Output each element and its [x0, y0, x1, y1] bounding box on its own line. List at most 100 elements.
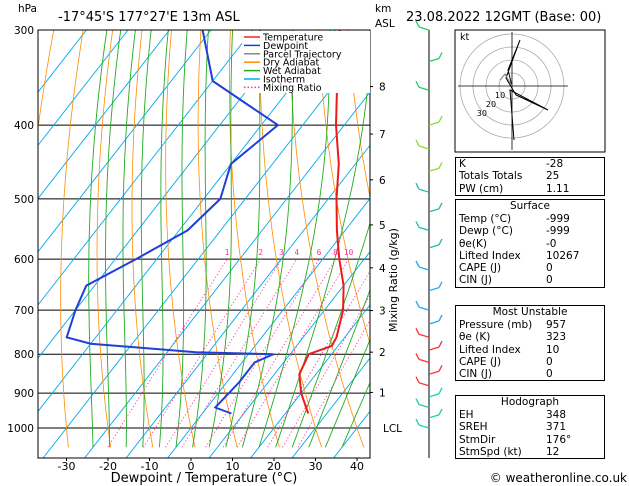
wind-barb-flag [438, 115, 443, 123]
copyright-footer: © weatheronline.co.uk [490, 471, 627, 485]
stat-row: CAPE (J) 0 [456, 356, 604, 368]
mixing-ratio-label: 1 [225, 248, 230, 257]
hodograph-ring-label: 20 [486, 100, 496, 109]
stat-row: PW (cm) 1.11 [456, 183, 604, 195]
stat-label: CAPE (J) [459, 262, 502, 275]
stat-value: -0 [546, 237, 557, 250]
wind-barb [418, 306, 430, 311]
wind-barb-flag [438, 387, 443, 395]
stat-value: 348 [546, 409, 567, 421]
mixing-ratio-label: 25 [400, 248, 410, 257]
hpa-label: hPa [18, 3, 37, 15]
wind-barb-flag [438, 202, 443, 210]
indices-box: K -28 Totals Totals 25 PW (cm) 1.11 [455, 157, 605, 196]
isotherm--10 [125, 144, 370, 458]
wind-barb-flag [415, 80, 420, 88]
isotherm--60 [38, 30, 253, 306]
dewpoint-line [65, 30, 280, 415]
grid-layer: 1 2 3 4 6 8 10 16 20 25 [38, 30, 410, 458]
isotherm--40 [38, 30, 336, 413]
stat-value: 10267 [546, 249, 580, 262]
height-tick-label: 2 [379, 347, 386, 359]
height-tick-label: 3 [379, 306, 386, 318]
stat-row: CIN (J) 0 [456, 274, 604, 286]
temperature-tick-label: -20 [99, 460, 117, 473]
legend-background [242, 31, 370, 93]
stat-label: Lifted Index [459, 343, 521, 356]
isotherm--20 [84, 91, 370, 458]
height-tick-label: 6 [379, 175, 386, 187]
legend-entry: Dry Adiabat [263, 58, 320, 69]
dry-adiabat-30 [259, 30, 322, 448]
legend-entry: Isotherm [263, 75, 305, 86]
legend-entry: Wet Adiabat [263, 66, 321, 77]
stat-label: CIN (J) [459, 368, 492, 381]
mixing-ratio-line-4 [181, 258, 298, 448]
wind-barb-flag [438, 281, 443, 288]
dry-adiabat-40 [288, 30, 365, 448]
stat-value: 1.11 [546, 182, 570, 195]
wind-barb [428, 208, 440, 213]
dry-adiabat-0 [165, 30, 196, 448]
wind-barb-flag [415, 221, 420, 228]
stat-row: Pressure (mb) 957 [456, 319, 604, 331]
wet-adiabat-4 [192, 30, 209, 448]
legend-entry: Mixing Ratio [263, 83, 322, 94]
stat-row: θe(K) -0 [456, 238, 604, 250]
mixing-ratio-line-1 [107, 258, 228, 448]
wind-barb-flag [438, 340, 443, 348]
stat-label: Pressure (mb) [459, 319, 533, 331]
wind-barb-flag [415, 260, 420, 268]
most-unstable-box: Most Unstable Pressure (mb) 957 θe (K) 323 L… [455, 305, 605, 382]
stat-label: θe(K) [459, 237, 487, 250]
wind-barb [428, 167, 440, 172]
pressure-tick-label: 400 [14, 120, 34, 132]
mixing-ratio-label: 8 [333, 248, 338, 257]
wind-barb-flag [438, 52, 443, 59]
stat-row: Totals Totals 25 [456, 170, 604, 182]
wind-barb [418, 266, 430, 271]
legend-entry: Parcel Trajectory [263, 49, 342, 60]
wind-barb-flag [438, 238, 443, 246]
surface-rows: Temp (°C) -999 Dewp (°C) -999 θe(K) -0 Lifted … [456, 213, 604, 287]
isotherm-20 [250, 304, 370, 458]
wind-barb [428, 57, 440, 63]
temperature-tick-label: -30 [58, 460, 76, 473]
mixing-ratio-label: 4 [294, 248, 299, 257]
stat-label: EH [459, 409, 474, 421]
wet-adiabat-24 [275, 57, 370, 448]
wet-adiabat--4 [158, 30, 169, 448]
mixing-ratio-axis-label: Mixing Ratio (g/kg) [387, 228, 400, 332]
temperature-tick-label: 0 [188, 460, 195, 473]
hodograph-frame [454, 29, 606, 153]
stat-label: SREH [459, 421, 488, 434]
temperature-tick-label: 30 [309, 460, 323, 473]
stat-label: Totals Totals [459, 170, 523, 183]
mixing-ratio-label: 16 [372, 248, 382, 257]
dry-adiabat-50 [318, 30, 370, 345]
temperature-tick-label: 10 [226, 460, 240, 473]
profile-layer [65, 30, 345, 415]
pressure-tick-label: 900 [14, 388, 34, 400]
lcl-label: LCL [383, 423, 402, 435]
wind-barb [418, 358, 430, 364]
wind-barb-flag [438, 364, 443, 372]
surface-title: Surface [509, 200, 550, 212]
most-unstable-rows: Pressure (mb) 957 θe (K) 323 Lifted Index 10 C… [456, 319, 604, 380]
wet-adiabat-12 [225, 30, 261, 448]
wind-barb [428, 393, 440, 398]
stat-row: StmSpd (kt) 12 [456, 446, 604, 458]
wet-adiabat-28 [291, 221, 370, 448]
stat-label: Lifted Index [459, 249, 521, 262]
stat-label: Temp (°C) [459, 213, 512, 225]
isotherm--80 [38, 30, 170, 200]
pressure-tick-label: 500 [14, 194, 34, 206]
wind-barb [428, 320, 440, 325]
isotherm--50 [38, 30, 295, 359]
wet-adiabat--12 [122, 30, 136, 448]
isotherm-10 [208, 250, 370, 458]
dry-adiabat--30 [60, 30, 84, 448]
wet-adiabat-40 [341, 381, 370, 448]
stat-row: θe (K) 323 [456, 331, 604, 343]
